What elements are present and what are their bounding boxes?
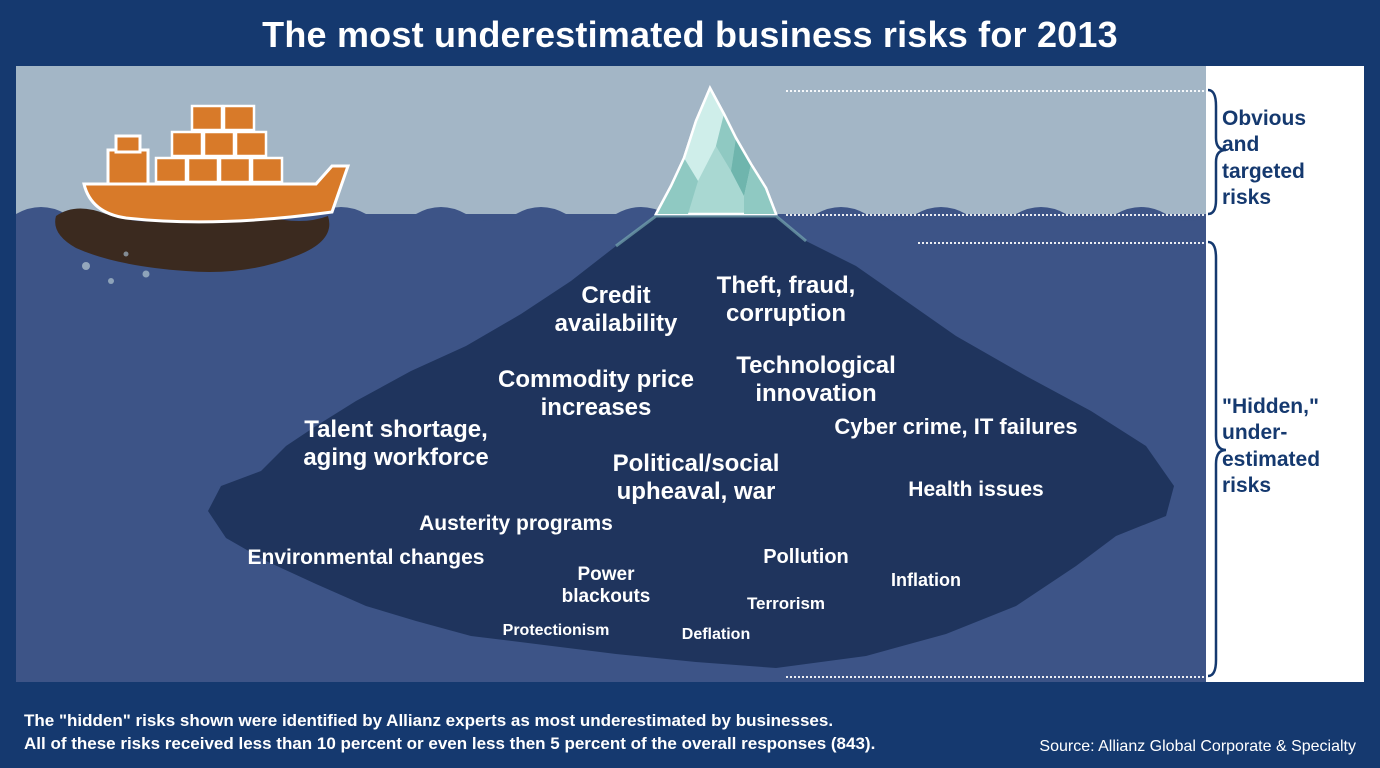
risk-label: Deflation [576, 626, 856, 644]
risk-label: Technological innovation [676, 352, 956, 407]
dotted-line [786, 90, 1204, 92]
page-title: The most underestimated business risks f… [16, 14, 1364, 56]
risk-label: Inflation [786, 570, 1066, 591]
bubble-icon [143, 271, 150, 278]
risk-label: Terrorism [646, 594, 926, 614]
ship-icon [84, 106, 348, 222]
bubble-icon [82, 262, 90, 270]
footer-source: Source: Allianz Global Corporate & Speci… [1039, 738, 1356, 756]
infographic-frame: The most underestimated business risks f… [0, 0, 1380, 768]
label-obvious-risks: Obvious and targeted risks [1222, 106, 1306, 211]
risk-label: Health issues [836, 478, 1116, 502]
footer: The "hidden" risks shown were identified… [24, 710, 1356, 756]
risk-label: Political/social upheaval, war [556, 450, 836, 505]
footer-note: The "hidden" risks shown were identified… [24, 710, 875, 756]
dotted-line [918, 242, 1204, 244]
label-hidden-risks: "Hidden," under- estimated risks [1222, 394, 1320, 499]
risk-label: Austerity programs [376, 512, 656, 536]
stage: Obvious and targeted risks "Hidden," und… [16, 66, 1364, 682]
bubble-icon [124, 252, 129, 257]
risk-label: Talent shortage, aging workforce [256, 416, 536, 471]
iceberg-tip [656, 88, 776, 214]
bubble-icon [108, 278, 114, 284]
dotted-line [786, 214, 1204, 216]
risk-label: Theft, fraud, corruption [646, 272, 926, 327]
risk-label: Cyber crime, IT failures [816, 414, 1096, 439]
dotted-line [786, 676, 1204, 678]
risk-label: Environmental changes [226, 546, 506, 570]
